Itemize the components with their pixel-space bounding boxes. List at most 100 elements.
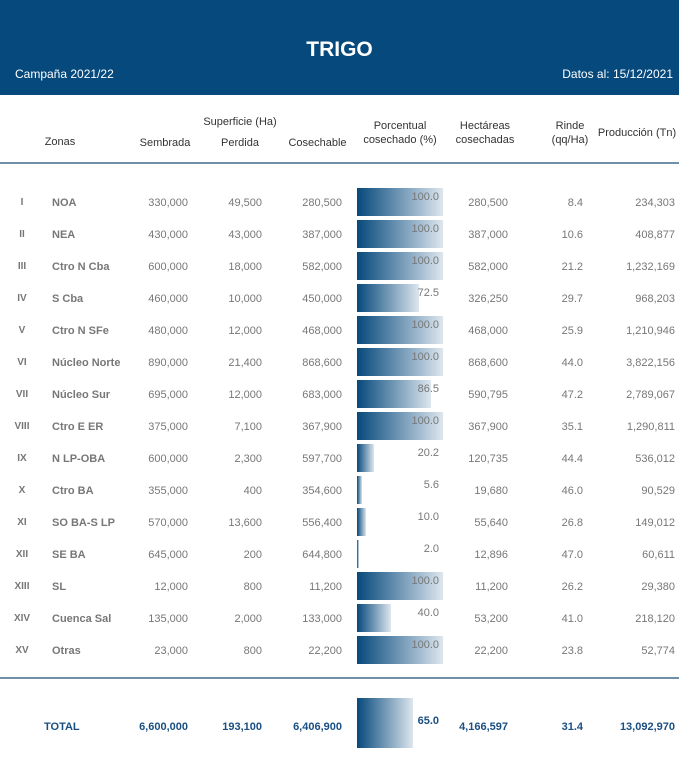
harvest-percent-bar — [357, 540, 359, 568]
zone-name: SL — [52, 581, 67, 593]
hectareas: 280,500 — [468, 197, 508, 209]
col-superficie: Superficie (Ha) — [203, 116, 277, 128]
cosechable: 11,200 — [309, 581, 342, 593]
col-hectareas: Hectáreas — [459, 120, 511, 132]
porcentual: 20.2 — [417, 447, 439, 459]
harvest-percent-bar — [357, 316, 443, 344]
table-row: XIII SL 12,000 800 11,200 100.0 11,200 26.2 29,3… — [0, 570, 679, 602]
harvest-percent-bar — [357, 284, 420, 312]
rinde: 26.2 — [561, 581, 583, 593]
sembrada: 375,000 — [148, 421, 188, 433]
rinde: 31.4 — [561, 721, 583, 733]
hectareas: 55,640 — [474, 517, 508, 529]
col-rinde: Rinde — [555, 120, 585, 132]
roman-numeral: VI — [17, 357, 27, 368]
roman-numeral: IV — [17, 293, 27, 304]
roman-numeral: XIII — [14, 581, 30, 592]
produccion: 234,303 — [635, 197, 675, 209]
zone-name: NOA — [52, 197, 77, 209]
sembrada: 23,000 — [154, 645, 188, 657]
sembrada: 480,000 — [148, 325, 188, 337]
harvest-percent-bar — [357, 636, 443, 664]
cosechable: 556,400 — [302, 517, 342, 529]
harvest-percent-bar — [357, 412, 443, 440]
produccion: 1,210,946 — [626, 325, 675, 337]
table-row: II NEA 430,000 43,000 387,000 100.0 387,000 10.… — [0, 218, 679, 250]
col-produccion: Producción (Tn) — [597, 127, 677, 139]
sembrada: 12,000 — [154, 581, 188, 593]
sembrada: 460,000 — [148, 293, 188, 305]
table-row: XI SO BA-S LP 570,000 13,600 556,400 10.0 55,6… — [0, 506, 679, 538]
harvest-percent-bar — [357, 508, 366, 536]
hectareas: 326,250 — [468, 293, 508, 305]
perdida: 800 — [243, 581, 262, 593]
sembrada: 645,000 — [148, 549, 188, 561]
data-date: Datos al: 15/12/2021 — [562, 67, 673, 81]
roman-numeral: VIII — [14, 421, 30, 432]
header-banner: TRIGO Campaña 2021/22 Datos al: 15/12/20… — [0, 0, 679, 95]
cosechable: 597,700 — [302, 453, 342, 465]
cosechable: 367,900 — [302, 421, 342, 433]
perdida: 7,100 — [234, 421, 262, 433]
harvest-percent-bar — [357, 444, 375, 472]
produccion: 2,789,067 — [626, 389, 675, 401]
cosechable: 354,600 — [302, 485, 342, 497]
perdida: 400 — [243, 485, 262, 497]
porcentual: 5.6 — [423, 479, 439, 491]
rinde: 26.8 — [561, 517, 583, 529]
produccion: 60,611 — [642, 549, 675, 561]
roman-numeral: VII — [15, 389, 29, 400]
hectareas: 22,200 — [474, 645, 508, 657]
harvest-percent-bar — [357, 380, 432, 408]
zone-name: S Cba — [52, 293, 84, 305]
harvest-percent-bar — [357, 698, 413, 748]
produccion: 29,380 — [641, 581, 675, 593]
produccion: 149,012 — [635, 517, 675, 529]
porcentual: 100.0 — [411, 351, 439, 363]
table-row: IV S Cba 460,000 10,000 450,000 72.5 326,250 29… — [0, 282, 679, 314]
header-divider — [0, 162, 679, 164]
hectareas: 582,000 — [468, 261, 508, 273]
table-row: VIII Ctro E ER 375,000 7,100 367,900 100.0 367… — [0, 410, 679, 442]
table-row: IX N LP-OBA 600,000 2,300 597,700 20.2 120,735… — [0, 442, 679, 474]
porcentual: 100.0 — [411, 575, 439, 587]
table-row: X Ctro BA 355,000 400 354,600 5.6 19,680 46.0 90… — [0, 474, 679, 506]
cosechable: 387,000 — [302, 229, 342, 241]
hectareas: 590,795 — [468, 389, 508, 401]
porcentual: 100.0 — [411, 255, 439, 267]
table-row: V Ctro N SFe 480,000 12,000 468,000 100.0 468,… — [0, 314, 679, 346]
produccion: 1,232,169 — [626, 261, 675, 273]
cosechable: 868,600 — [302, 357, 342, 369]
rinde: 25.9 — [561, 325, 583, 337]
roman-numeral: III — [17, 261, 27, 272]
roman-numeral: I — [20, 197, 24, 208]
hectareas: 12,896 — [474, 549, 508, 561]
produccion: 52,774 — [641, 645, 675, 657]
harvest-percent-bar — [357, 252, 443, 280]
produccion: 536,012 — [635, 453, 675, 465]
perdida: 49,500 — [228, 197, 262, 209]
porcentual: 86.5 — [417, 383, 439, 395]
total-row: TOTAL 6,600,000 193,100 6,406,900 65.0 4,166,… — [0, 698, 679, 748]
produccion: 90,529 — [641, 485, 675, 497]
sembrada: 600,000 — [148, 453, 188, 465]
zone-name: Núcleo Norte — [52, 357, 121, 369]
hectareas: 4,166,597 — [459, 721, 508, 733]
produccion: 408,877 — [635, 229, 675, 241]
col-porcentual: Porcentual — [373, 120, 427, 132]
perdida: 193,100 — [222, 721, 262, 733]
produccion: 13,092,970 — [619, 721, 675, 733]
col-rinde-unit: (qq/Ha) — [551, 134, 589, 146]
harvest-percent-bar — [357, 604, 392, 632]
sembrada: 6,600,000 — [139, 721, 188, 733]
hectareas: 11,200 — [475, 581, 508, 593]
produccion: 1,290,811 — [626, 421, 675, 433]
zone-name: N LP-OBA — [52, 453, 106, 465]
harvest-percent-bar — [357, 220, 443, 248]
hectareas: 367,900 — [468, 421, 508, 433]
roman-numeral: V — [18, 325, 26, 336]
sembrada: 570,000 — [148, 517, 188, 529]
table-row: VII Núcleo Sur 695,000 12,000 683,000 86.5 590… — [0, 378, 679, 410]
porcentual: 10.0 — [417, 511, 439, 523]
rinde: 44.4 — [561, 453, 583, 465]
